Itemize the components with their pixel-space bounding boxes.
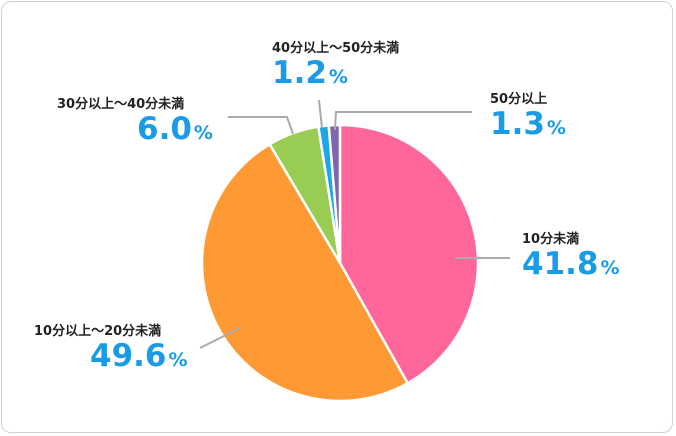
value-label: 1.2 [272,55,327,91]
label-3: 40分以上～50分未満 1.2% [272,37,399,90]
pie-slice-1 [200,142,410,403]
value-label: 49.6 [90,338,167,374]
unit-label: % [168,349,188,371]
leader-line-2 [228,116,294,135]
leader-line-4 [334,111,472,131]
category-label: 40分以上～50分未満 [272,41,400,56]
category-label: 10分未満 [522,232,580,247]
label-4: 50分以上 1.3% [490,88,566,141]
category-label: 30分以上～40分未満 [57,97,185,112]
category-label: 50分以上 [490,92,548,107]
leader-line-3 [318,99,323,129]
unit-label: % [193,122,213,144]
unit-label: % [600,257,620,279]
label-1: 10分以上～20分未満 49.6% [34,320,188,373]
leader-line-1 [199,327,241,349]
value-label: 6.0 [137,111,192,147]
category-label: 10分以上～20分未満 [34,324,162,339]
pie-slice-0 [338,123,480,385]
label-2: 30分以上～40分未満 6.0% [57,93,213,146]
value-label: 41.8 [522,246,599,282]
unit-label: % [328,66,348,88]
unit-label: % [546,117,566,139]
value-label: 1.3 [490,106,545,142]
label-0: 10分未満 41.8% [522,228,620,281]
